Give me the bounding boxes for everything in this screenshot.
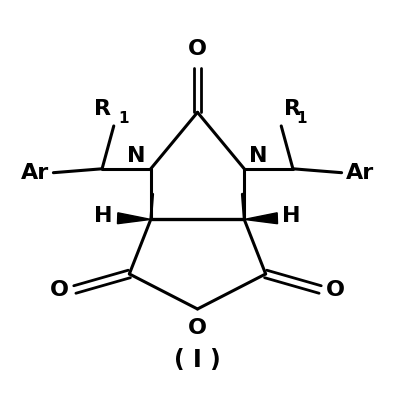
Text: Ar: Ar — [346, 163, 374, 183]
Text: Ar: Ar — [21, 163, 49, 183]
Text: O: O — [188, 39, 207, 59]
Text: 1: 1 — [296, 111, 307, 126]
Text: O: O — [326, 280, 345, 299]
Text: N: N — [249, 146, 268, 166]
Text: ( I ): ( I ) — [174, 348, 221, 371]
Text: N: N — [127, 146, 146, 166]
Text: R: R — [284, 99, 301, 119]
Polygon shape — [244, 213, 278, 224]
Text: R: R — [94, 99, 111, 119]
Text: H: H — [94, 206, 113, 226]
Text: O: O — [188, 318, 207, 337]
Polygon shape — [117, 213, 151, 224]
Text: O: O — [50, 280, 69, 299]
Text: 1: 1 — [118, 111, 129, 126]
Text: H: H — [282, 206, 301, 226]
